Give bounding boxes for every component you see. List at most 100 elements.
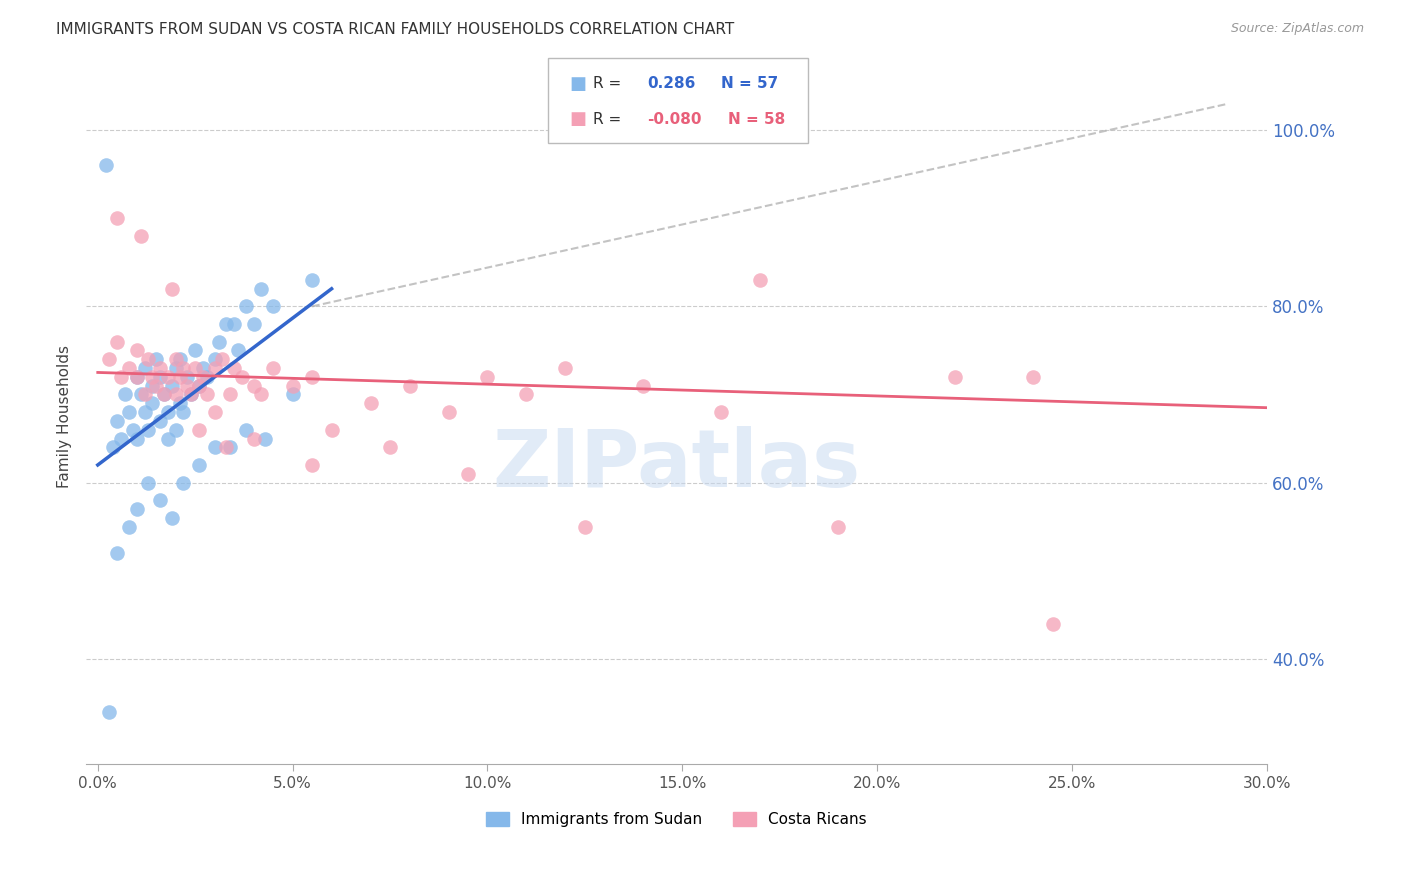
Point <box>215 440 238 454</box>
Point <box>153 387 176 401</box>
Point <box>515 387 537 401</box>
Point <box>156 369 179 384</box>
Point <box>224 361 246 376</box>
Point <box>110 432 132 446</box>
Point <box>204 361 226 376</box>
Point <box>129 228 152 243</box>
Point <box>398 378 420 392</box>
Point <box>710 405 733 419</box>
Point <box>118 361 141 376</box>
Point <box>360 396 382 410</box>
Text: ■: ■ <box>569 111 586 128</box>
Text: IMMIGRANTS FROM SUDAN VS COSTA RICAN FAMILY HOUSEHOLDS CORRELATION CHART: IMMIGRANTS FROM SUDAN VS COSTA RICAN FAM… <box>56 22 734 37</box>
Point <box>98 352 121 367</box>
Point <box>125 432 148 446</box>
Point <box>242 378 264 392</box>
Point <box>98 705 121 719</box>
Point <box>138 475 160 490</box>
Point <box>262 299 284 313</box>
Text: -0.080: -0.080 <box>647 112 702 127</box>
Point <box>943 369 966 384</box>
Point <box>160 511 183 525</box>
Point <box>250 282 273 296</box>
Point <box>378 440 401 454</box>
Point <box>134 387 156 401</box>
Point <box>114 387 136 401</box>
Point <box>321 423 343 437</box>
Point <box>1042 616 1064 631</box>
Point <box>169 396 191 410</box>
Point <box>219 387 242 401</box>
Point <box>188 378 211 392</box>
Point <box>169 352 191 367</box>
Point <box>105 414 128 428</box>
Point <box>262 361 284 376</box>
Point <box>242 317 264 331</box>
Point <box>165 361 187 376</box>
Point <box>207 334 229 349</box>
Point <box>156 432 179 446</box>
Point <box>173 405 195 419</box>
Point <box>191 361 214 376</box>
Point <box>188 423 211 437</box>
Point <box>188 378 211 392</box>
Point <box>121 423 143 437</box>
Point <box>160 378 183 392</box>
Point <box>105 211 128 226</box>
Point <box>141 396 163 410</box>
Point <box>195 369 218 384</box>
Point <box>195 387 218 401</box>
Point <box>165 387 187 401</box>
Point <box>125 369 148 384</box>
Point <box>134 405 156 419</box>
Legend: Immigrants from Sudan, Costa Ricans: Immigrants from Sudan, Costa Ricans <box>479 806 873 833</box>
Point <box>231 369 253 384</box>
Point <box>633 378 655 392</box>
Point <box>204 352 226 367</box>
Point <box>141 378 163 392</box>
Point <box>215 317 238 331</box>
Point <box>1022 369 1045 384</box>
Text: N = 58: N = 58 <box>728 112 786 127</box>
Point <box>105 546 128 560</box>
Point <box>301 458 323 472</box>
Point <box>149 493 172 508</box>
Point <box>138 423 160 437</box>
Point <box>173 475 195 490</box>
Point <box>169 369 191 384</box>
Point <box>281 378 304 392</box>
Point <box>149 369 172 384</box>
Point <box>138 352 160 367</box>
Point <box>184 361 207 376</box>
Point <box>160 282 183 296</box>
Point <box>191 369 214 384</box>
Point <box>129 387 152 401</box>
Point <box>125 369 148 384</box>
Point <box>173 361 195 376</box>
Point <box>94 158 117 172</box>
Text: 0.286: 0.286 <box>647 76 695 91</box>
Point <box>188 458 211 472</box>
Point <box>827 519 849 533</box>
Point <box>554 361 576 376</box>
Point <box>242 432 264 446</box>
Text: N = 57: N = 57 <box>721 76 779 91</box>
Point <box>125 343 148 358</box>
Point <box>180 387 202 401</box>
Point <box>477 369 499 384</box>
Text: ZIPatlas: ZIPatlas <box>492 426 860 504</box>
Point <box>219 440 242 454</box>
Point <box>110 369 132 384</box>
Point <box>145 352 167 367</box>
Point <box>250 387 273 401</box>
Point <box>165 423 187 437</box>
Point <box>184 343 207 358</box>
Point <box>180 387 202 401</box>
Point <box>118 519 141 533</box>
Text: Source: ZipAtlas.com: Source: ZipAtlas.com <box>1230 22 1364 36</box>
Point <box>235 299 257 313</box>
Point <box>226 343 249 358</box>
Point <box>211 352 233 367</box>
Point <box>176 378 198 392</box>
Point <box>149 361 172 376</box>
